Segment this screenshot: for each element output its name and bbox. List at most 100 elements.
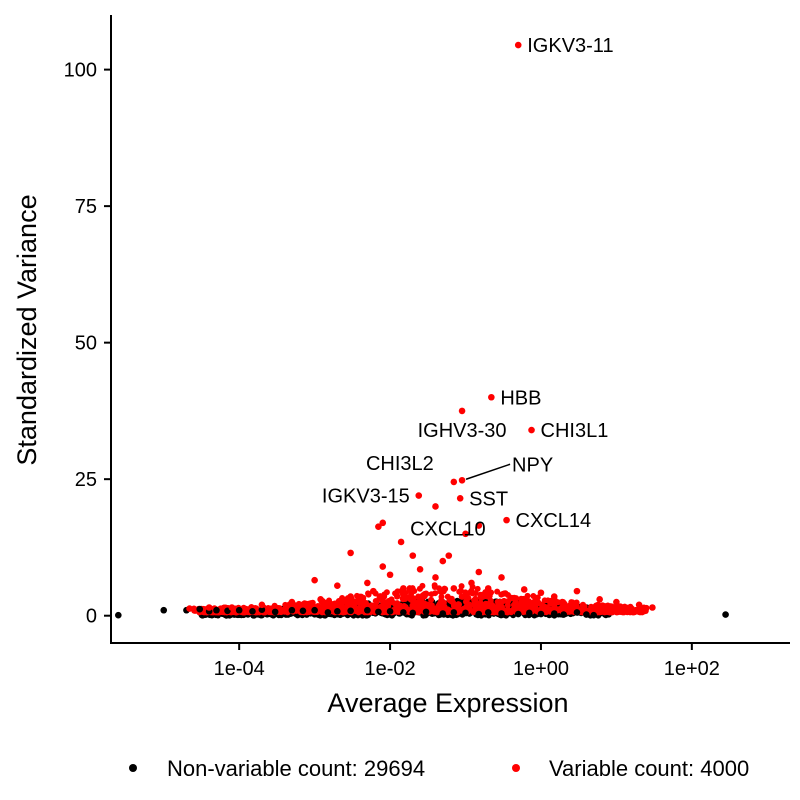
data-point-non-variable xyxy=(160,606,168,614)
data-point-variable xyxy=(428,596,435,603)
data-point-variable xyxy=(415,492,423,499)
label-leader-line xyxy=(465,463,511,480)
data-point-variable xyxy=(533,597,540,604)
data-point-variable xyxy=(467,589,474,596)
data-point-variable xyxy=(397,538,405,546)
data-point-variable xyxy=(445,552,453,559)
data-point-variable xyxy=(258,601,266,609)
data-point-variable xyxy=(360,595,367,602)
data-point-variable xyxy=(450,478,458,486)
data-point-variable xyxy=(475,568,483,576)
data-point-variable xyxy=(522,602,529,609)
data-point-non-variable xyxy=(271,608,279,616)
data-point-variable xyxy=(633,606,640,613)
data-point-variable xyxy=(413,603,420,610)
data-point-variable xyxy=(477,591,484,598)
data-point-non-variable xyxy=(347,607,354,615)
data-point-variable xyxy=(283,602,290,609)
gene-label: IGHV3-30 xyxy=(418,420,507,442)
data-point-non-variable xyxy=(439,610,447,617)
data-point-variable xyxy=(547,600,554,607)
data-point-variable xyxy=(186,605,193,612)
data-point-variable xyxy=(503,516,510,524)
x-tick-label: 1e+00 xyxy=(513,658,569,680)
data-point-variable xyxy=(400,596,407,603)
data-point-variable xyxy=(458,476,466,484)
data-point-variable xyxy=(349,601,356,608)
gene-label: NPY xyxy=(512,454,553,476)
data-point-variable xyxy=(559,602,566,609)
data-point-variable xyxy=(383,589,390,596)
data-point-variable xyxy=(573,599,580,606)
x-axis-title: Average Expression xyxy=(327,688,568,718)
data-point-variable xyxy=(372,597,379,604)
data-point-non-variable xyxy=(475,610,483,618)
data-point-non-variable xyxy=(722,611,729,618)
legend-label-non-variable: Non-variable count: 29694 xyxy=(167,756,425,781)
data-point-variable xyxy=(307,600,314,607)
data-point-variable xyxy=(365,591,372,598)
data-point-variable xyxy=(410,599,417,606)
data-point-variable xyxy=(422,590,430,598)
data-point-non-variable xyxy=(409,609,417,617)
data-point-variable xyxy=(383,603,390,610)
data-point-variable xyxy=(334,582,341,589)
data-point-variable xyxy=(347,593,354,600)
data-point-variable xyxy=(532,604,539,611)
data-point-variable xyxy=(504,609,511,616)
data-point-non-variable xyxy=(375,608,382,616)
data-point-non-variable xyxy=(364,606,371,614)
data-point-variable xyxy=(550,593,558,600)
axes: 1e-04 1e-02 1e+00 1e+02 0 25 50 75 100 xyxy=(64,15,790,680)
data-point-variable xyxy=(537,589,545,597)
data-point-non-variable xyxy=(525,609,533,617)
data-point-non-variable xyxy=(514,610,522,618)
data-point-variable xyxy=(458,407,466,415)
data-point-variable xyxy=(438,593,445,600)
data-point-non-variable xyxy=(288,606,296,614)
data-point-variable xyxy=(621,603,628,610)
data-point-variable xyxy=(514,41,522,49)
legend-marker-variable xyxy=(512,764,520,772)
y-axis-title: Standardized Variance xyxy=(12,194,42,465)
data-point-variable xyxy=(330,602,337,609)
data-point-variable xyxy=(517,604,524,611)
data-point-variable xyxy=(364,579,371,587)
data-point-variable xyxy=(528,426,535,434)
data-point-non-variable xyxy=(590,611,597,619)
data-point-variable xyxy=(456,494,464,502)
data-point-variable xyxy=(458,593,466,600)
data-point-non-variable xyxy=(249,608,256,615)
gene-label: HBB xyxy=(500,387,541,409)
data-point-variable xyxy=(615,604,622,611)
data-point-variable xyxy=(472,590,479,597)
x-tick-label: 1e-04 xyxy=(214,658,265,680)
x-tick-label: 1e-02 xyxy=(364,658,415,680)
data-point-variable xyxy=(649,604,656,611)
data-point-variable xyxy=(379,519,387,527)
data-point-variable xyxy=(484,585,492,592)
data-point-variable xyxy=(219,608,226,615)
legend-label-variable: Variable count: 4000 xyxy=(549,756,749,781)
data-point-non-variable xyxy=(498,610,505,617)
data-point-variable xyxy=(416,585,423,592)
data-point-variable xyxy=(386,571,394,579)
data-point-variable xyxy=(440,599,447,606)
data-point-variable xyxy=(205,604,213,611)
data-point-variable xyxy=(642,606,649,613)
data-point-variable xyxy=(468,579,475,587)
data-point-non-variable xyxy=(422,608,430,616)
y-tick-label: 25 xyxy=(75,469,97,491)
data-point-variable xyxy=(393,604,400,611)
data-point-variable xyxy=(489,602,496,609)
data-point-variable xyxy=(457,587,464,594)
data-point-variable xyxy=(607,608,614,615)
data-point-variable xyxy=(431,605,438,612)
data-point-variable xyxy=(520,586,528,593)
data-point-variable xyxy=(422,601,429,608)
data-point-variable xyxy=(368,602,375,609)
data-point-variable xyxy=(462,589,469,596)
data-point-variable xyxy=(243,608,250,615)
data-point-variable xyxy=(465,595,472,602)
